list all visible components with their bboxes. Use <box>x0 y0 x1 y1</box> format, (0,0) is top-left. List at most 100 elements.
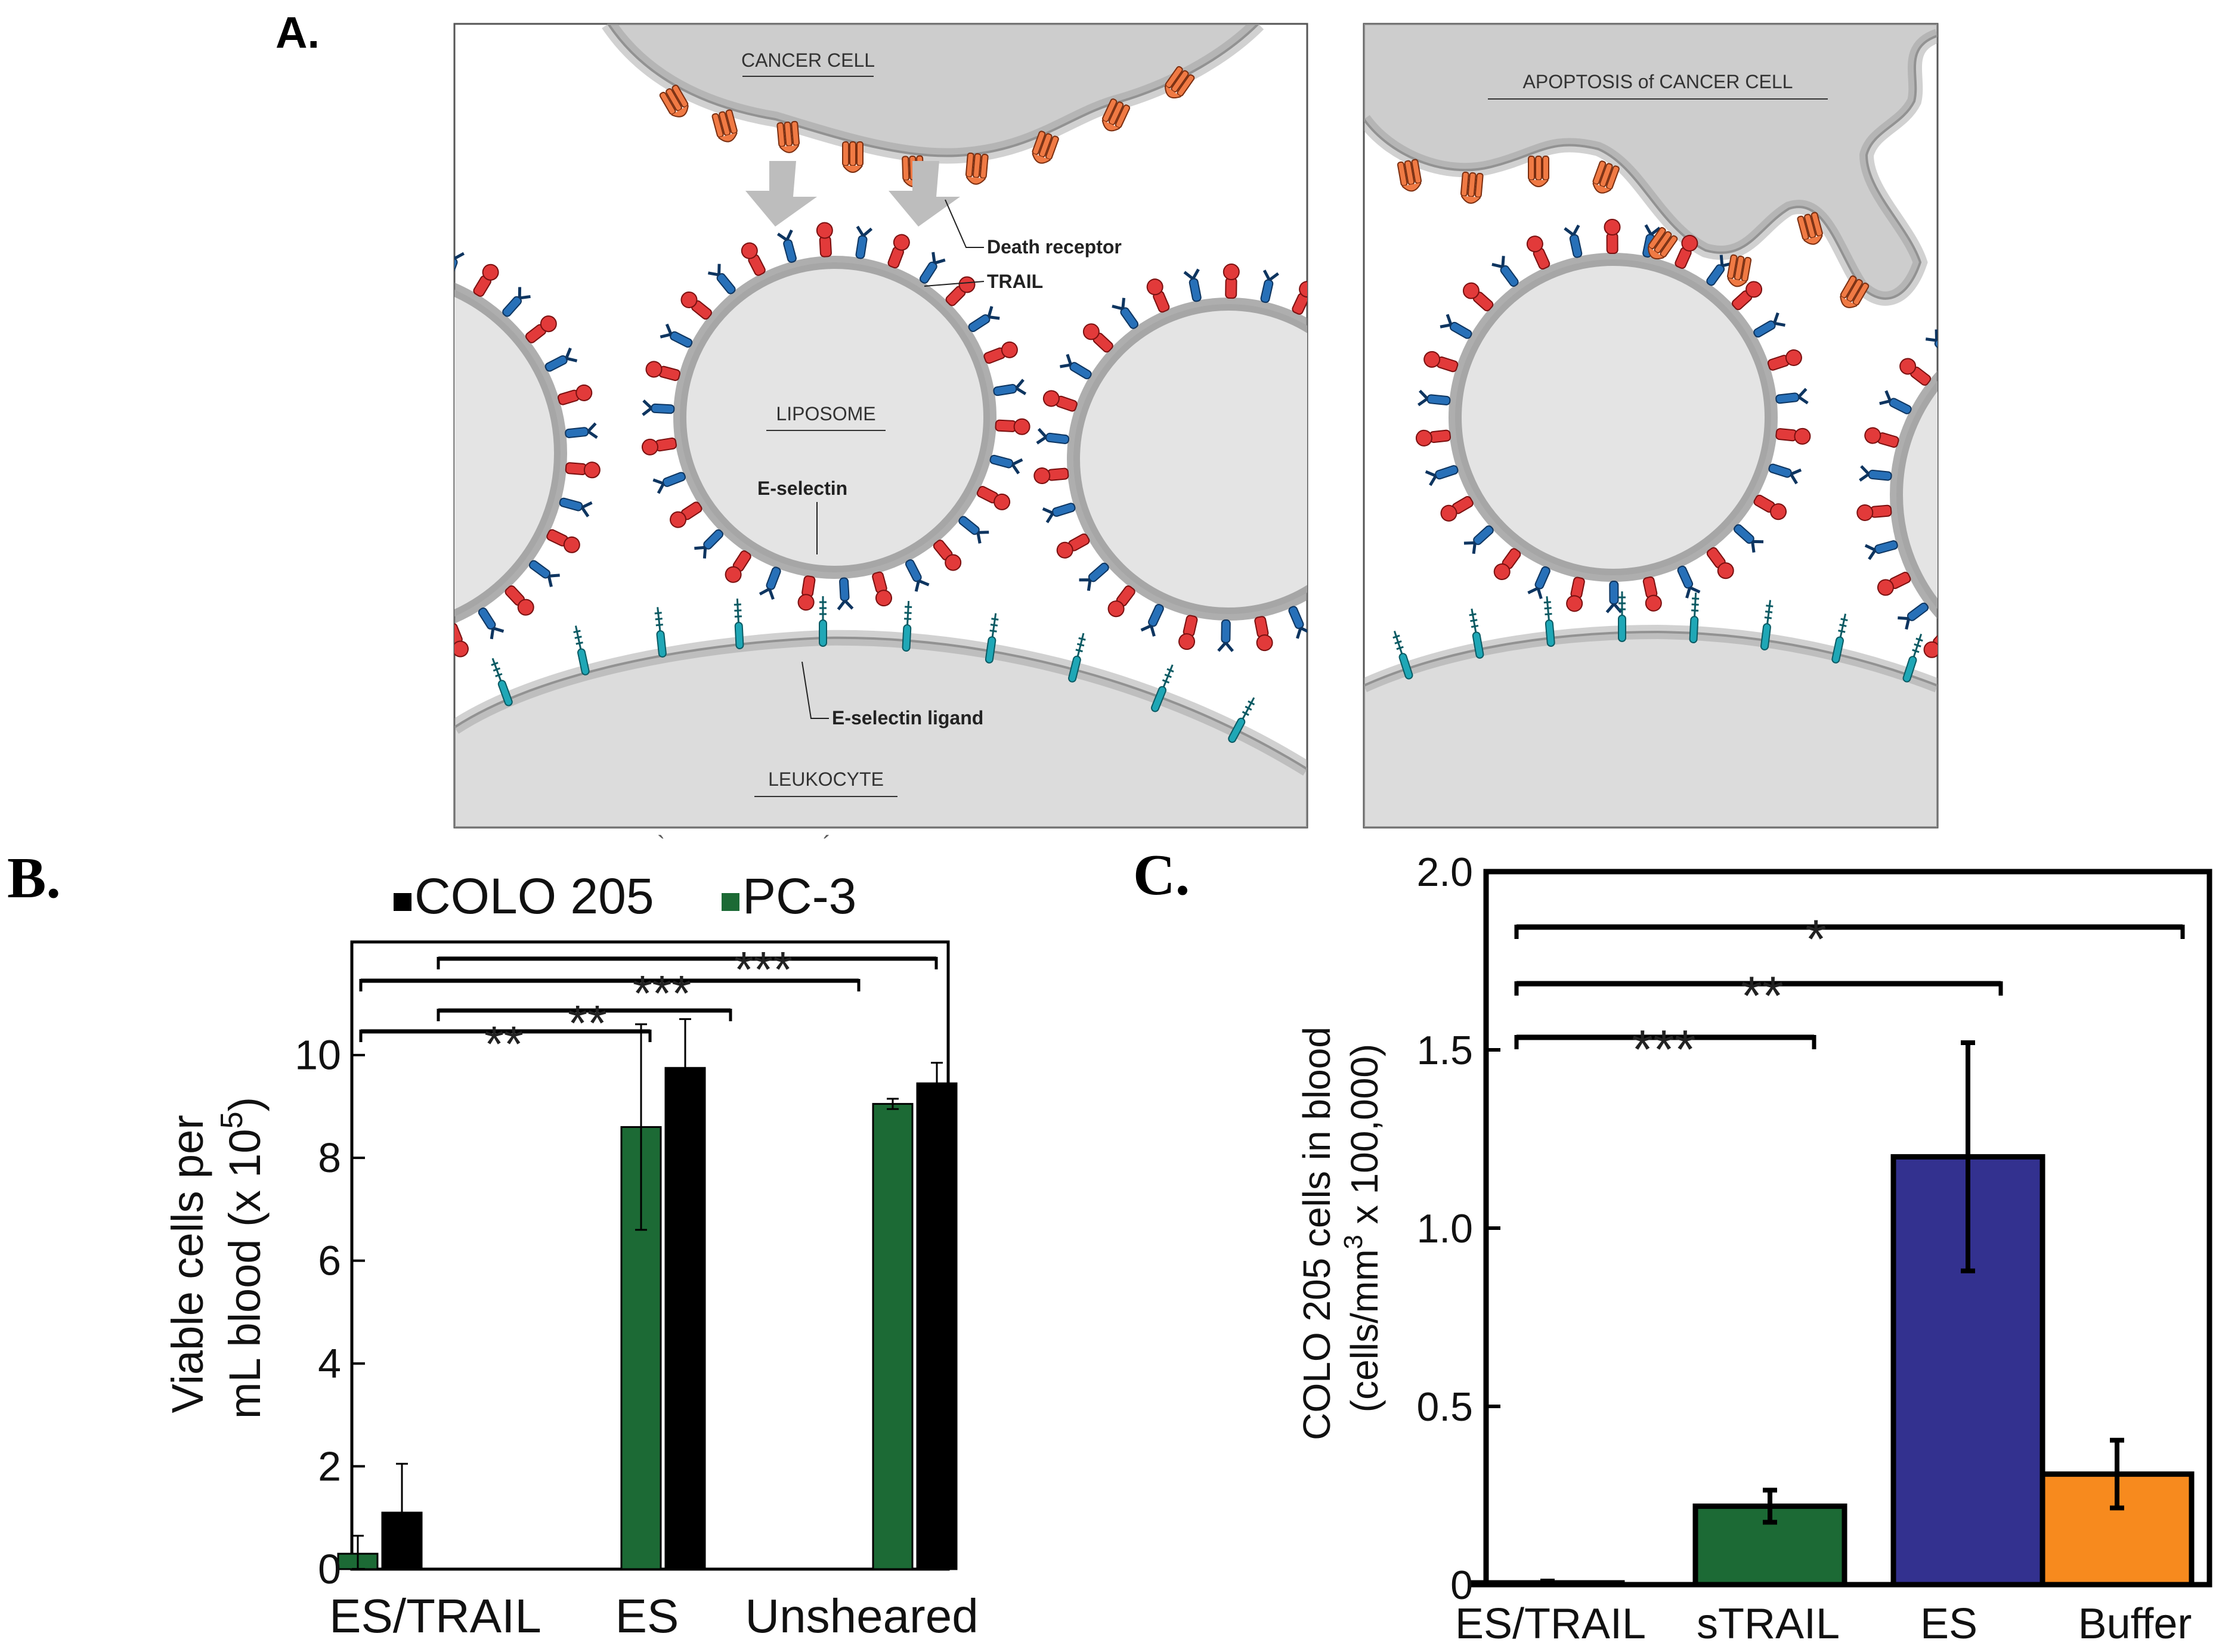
receptor-helix <box>725 109 738 134</box>
eselectin-fork <box>708 264 721 277</box>
eselectin-fork <box>547 574 560 587</box>
label-leukocyte: LEUKOCYTE <box>768 768 884 790</box>
receptor-cap <box>1401 182 1422 192</box>
eselectin-fork <box>1112 297 1126 311</box>
eselectin-icon <box>173 499 207 522</box>
eselectin-icon <box>660 323 693 348</box>
eselectin-icon <box>1260 269 1279 303</box>
trail-head <box>725 566 742 583</box>
label-apoptosis: APOPTOSIS of CANCER CELL <box>1523 71 1793 92</box>
ligand-chain <box>1392 630 1404 654</box>
trail-head <box>1955 304 1976 326</box>
trail-icon <box>1899 358 1932 386</box>
trail-head <box>517 599 534 616</box>
trail-icon <box>1923 627 1938 658</box>
receptor-icon <box>1460 171 1484 204</box>
trail-head <box>1001 341 1018 358</box>
eselectin-fork <box>1790 468 1802 485</box>
category-label-estrail: ES/TRAIL <box>1455 1600 1646 1648</box>
trail-icon <box>2066 680 2081 714</box>
eselectin-stem <box>565 427 589 438</box>
trail-icon <box>1731 281 1763 311</box>
receptor-icon <box>1101 98 1131 132</box>
receptor-icon <box>1032 131 1059 164</box>
eselectin-fork <box>1440 314 1453 328</box>
trail-head <box>1326 602 1347 623</box>
trail-icon <box>298 624 324 661</box>
ligand-body <box>1618 615 1626 642</box>
ligand-chain <box>1764 600 1774 624</box>
receptor-icon <box>965 152 989 185</box>
receptor-cap <box>1727 278 1747 287</box>
eselectin-fork <box>1140 624 1156 637</box>
trail-stem <box>2034 292 2048 314</box>
receptor-helix <box>979 153 989 179</box>
trail-head <box>1013 418 1030 435</box>
trail-head <box>741 242 758 259</box>
liposome-right-panel <box>1449 253 1778 582</box>
trail-head <box>1681 234 1698 252</box>
trail-head <box>2140 682 2161 702</box>
receptor-cap <box>1840 296 1858 308</box>
trail-head <box>1717 562 1734 579</box>
eselectin-icon <box>184 353 218 379</box>
eselectin-fork <box>1685 586 1701 599</box>
trail-icon <box>557 384 593 405</box>
eselectin-stem <box>1961 649 1980 673</box>
trail-head <box>1746 281 1763 298</box>
panel-c-categories: ES/TRAIL sTRAIL ES Buffer <box>1455 1600 2192 1648</box>
eselectin-stem <box>1322 309 1342 333</box>
eselectin-icon <box>776 229 797 263</box>
receptor-icon <box>711 109 738 142</box>
trail-icon <box>741 242 766 276</box>
receptor-icon <box>659 84 689 117</box>
trail-icon <box>1877 572 1911 596</box>
trail-icon <box>331 237 353 274</box>
trail-head <box>1566 595 1583 612</box>
trail-stem <box>379 638 389 658</box>
eselectin-fork <box>1015 379 1027 395</box>
ligand-icon <box>819 596 827 647</box>
ligand-body <box>1760 623 1771 650</box>
eselectin-fork <box>1036 427 1048 445</box>
trail-icon <box>1642 576 1662 612</box>
trail-head <box>1415 429 1432 447</box>
eselectin-fork <box>914 579 930 592</box>
eselectin-icon <box>544 348 578 372</box>
trail-icon <box>1955 304 1986 341</box>
ligand-icon <box>1831 613 1848 664</box>
trail-icon <box>1415 429 1452 447</box>
ligand-icon <box>1689 593 1700 643</box>
trail-head <box>1299 281 1307 298</box>
trail-stem <box>995 419 1017 432</box>
trail-head <box>482 264 499 281</box>
eselectin-icon <box>708 264 736 295</box>
label-e-selectin: E-selectin <box>757 478 847 499</box>
trail-icon <box>1423 351 1459 373</box>
trail-head <box>994 493 1011 510</box>
trail-head <box>1056 541 1073 559</box>
receptor-helix <box>1460 171 1469 197</box>
eselectin-icon <box>1864 540 1898 560</box>
leader-e-selectin-ligand <box>801 661 829 719</box>
label-cancer-cell: CANCER CELL <box>741 49 875 71</box>
eselectin-fork <box>1925 329 1938 342</box>
eselectin-icon <box>1079 562 1109 591</box>
trail-icon <box>505 585 534 616</box>
trail-head <box>454 640 469 658</box>
eselectin-fork <box>338 656 353 667</box>
eselectin-icon <box>1753 312 1785 338</box>
y-tick-label: 0.5 <box>1416 1384 1473 1430</box>
ligand-chain <box>1075 633 1086 657</box>
eselectin-icon <box>2069 279 2084 310</box>
eselectin-fork <box>490 627 505 640</box>
receptor-helix <box>1102 98 1118 122</box>
ligand-icon <box>1068 633 1086 683</box>
y-tick-label: 6 <box>318 1238 341 1284</box>
eselectin-icon <box>1564 224 1583 258</box>
receptor-helix <box>1165 66 1183 89</box>
eselectin-icon <box>1042 503 1076 523</box>
stray-mark-1: ` <box>657 832 665 858</box>
